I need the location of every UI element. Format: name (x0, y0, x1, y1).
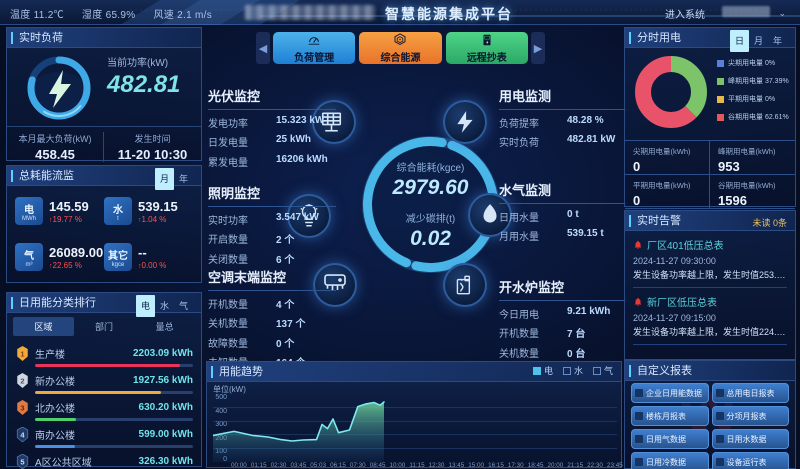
svg-text:1: 1 (20, 350, 24, 359)
svg-text:5: 5 (20, 458, 24, 467)
svg-text:3: 3 (20, 404, 24, 413)
svg-text:2: 2 (20, 377, 24, 386)
